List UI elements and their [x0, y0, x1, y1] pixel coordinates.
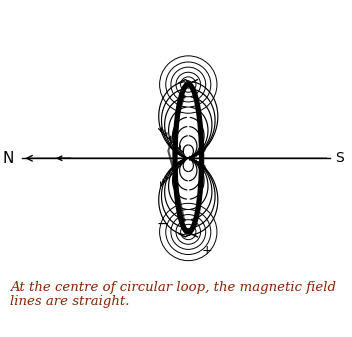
Text: +: + [201, 244, 212, 257]
Text: N: N [3, 151, 14, 166]
Text: −: − [157, 217, 169, 231]
Text: S: S [335, 151, 344, 165]
Text: At the centre of circular loop, the magnetic field: At the centre of circular loop, the magn… [10, 281, 336, 294]
Text: lines are straight.: lines are straight. [10, 296, 130, 308]
